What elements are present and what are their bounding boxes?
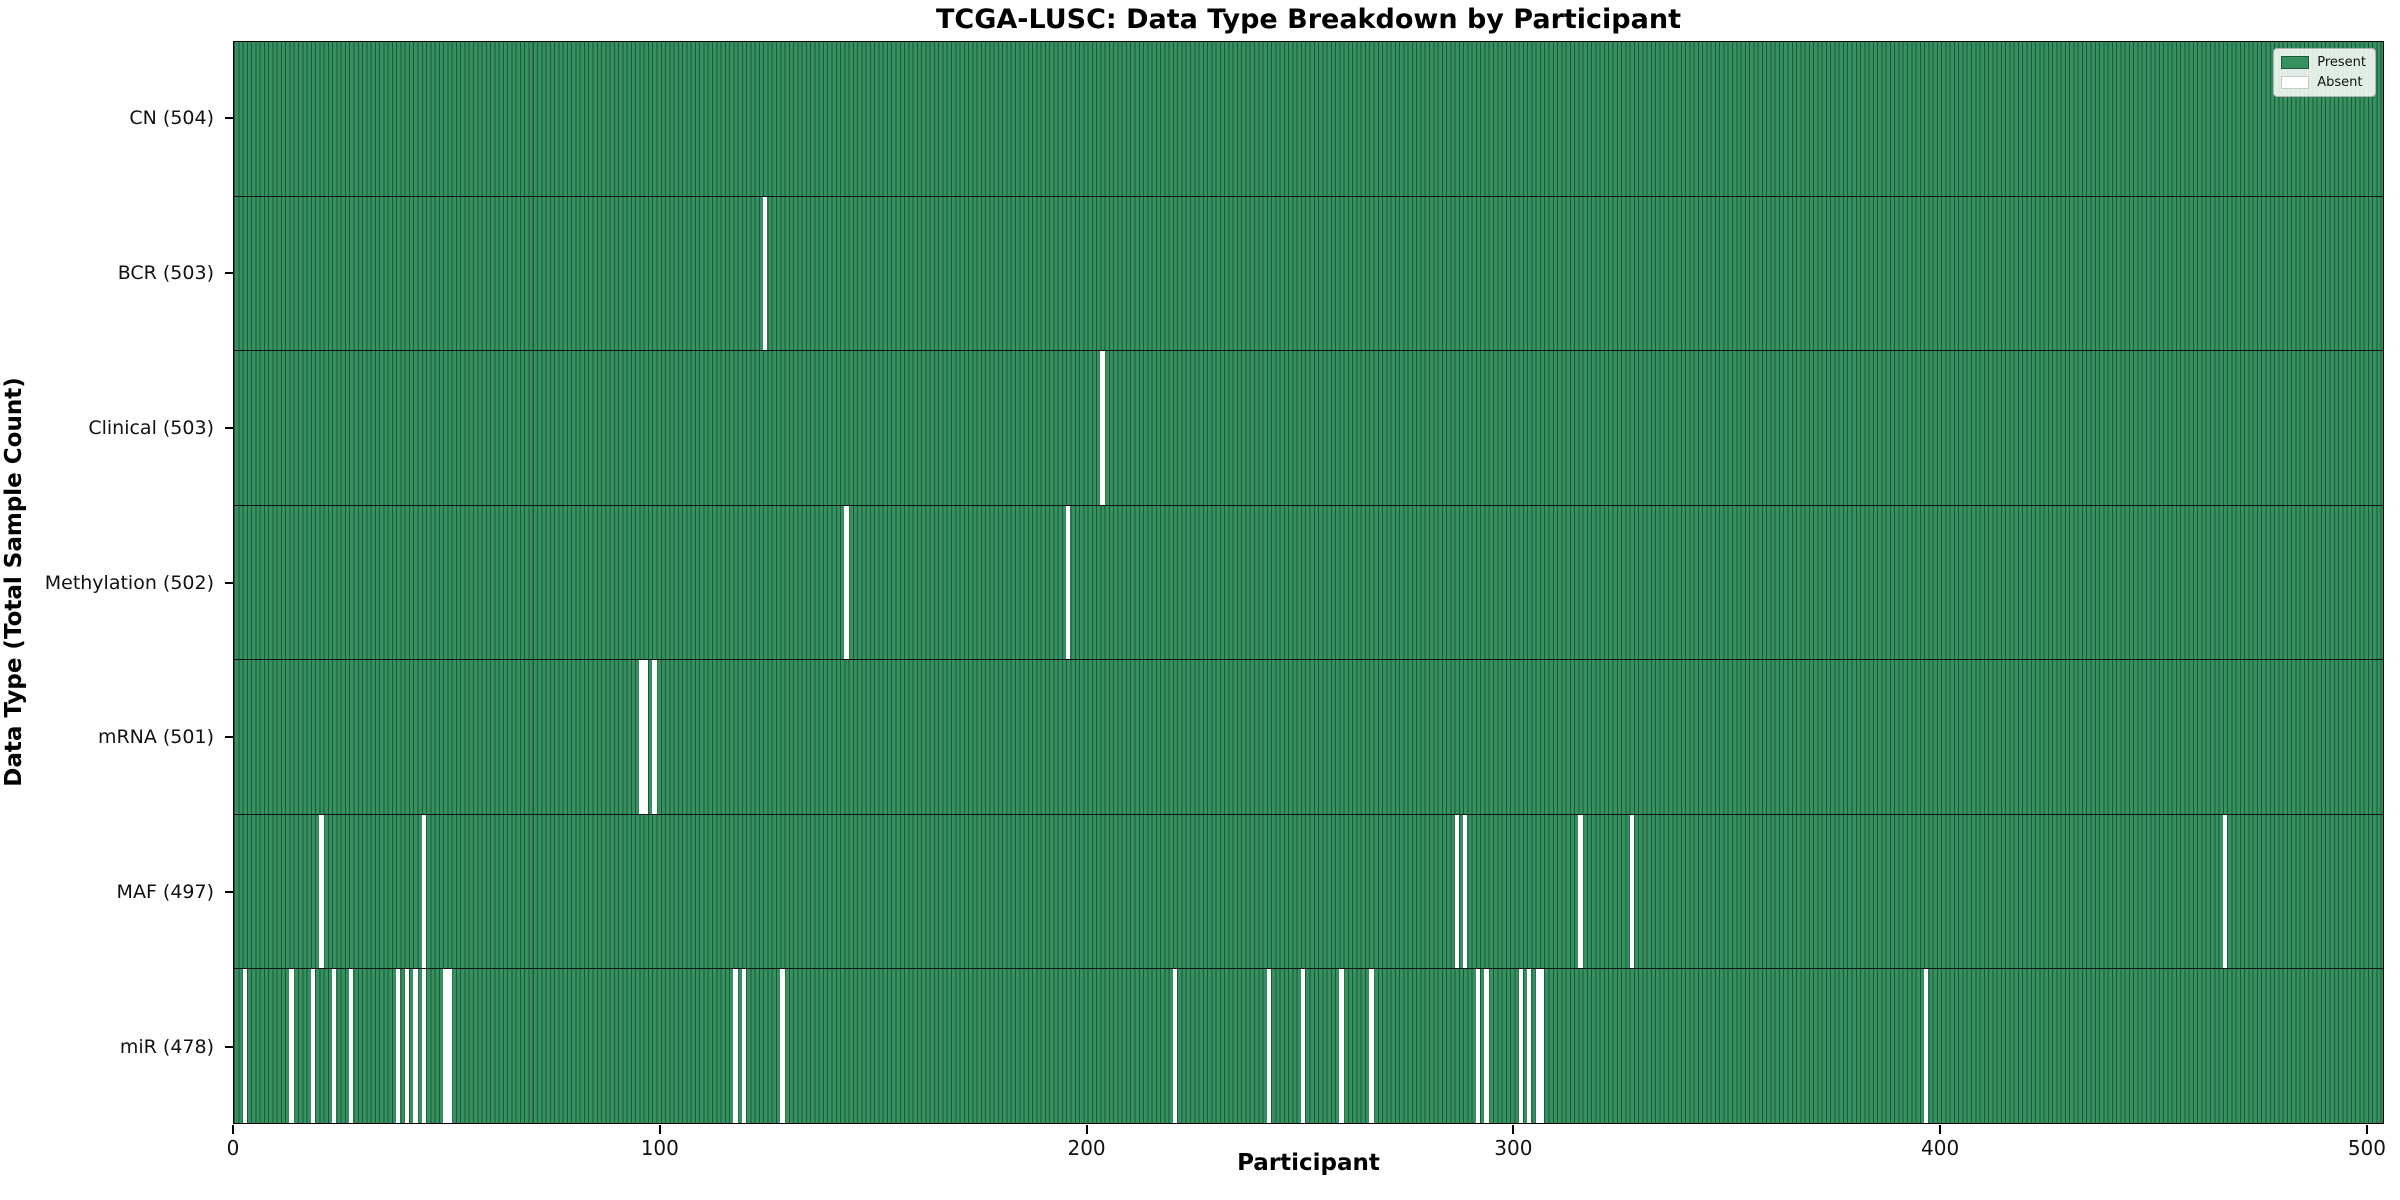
absent-marker	[1518, 969, 1523, 1124]
absent-marker	[396, 969, 401, 1124]
legend-label-absent: Absent	[2317, 75, 2363, 90]
absent-marker	[332, 969, 337, 1124]
x-tick-label: 100	[640, 1136, 679, 1160]
y-tick-label: Methylation (502)	[44, 571, 214, 594]
y-tick-label: BCR (503)	[117, 262, 214, 285]
absent-marker	[1066, 505, 1071, 660]
absent-marker	[443, 969, 448, 1124]
absent-marker	[1484, 969, 1489, 1124]
y-tick-mark	[225, 117, 233, 120]
absent-marker	[1924, 969, 1929, 1124]
present-swatch-icon	[2281, 56, 2310, 69]
x-tick-mark	[658, 1125, 661, 1134]
y-tick-mark	[225, 736, 233, 739]
absent-marker	[763, 196, 768, 351]
absent-marker	[289, 969, 294, 1124]
y-tick-label: MAF (497)	[116, 880, 214, 903]
y-tick-mark	[225, 1045, 233, 1048]
y-tick-label: mRNA (501)	[97, 726, 214, 749]
x-tick-label: 0	[226, 1136, 240, 1160]
x-tick-label: 300	[1494, 1136, 1533, 1160]
absent-marker	[1266, 969, 1272, 1124]
absent-marker	[2222, 814, 2228, 969]
absent-marker	[652, 660, 657, 814]
row-band-bcr	[234, 195, 2383, 351]
plot-area: Present Absent	[233, 41, 2384, 1124]
chart-title: TCGA-LUSC: Data Type Breakdown by Partic…	[936, 4, 1681, 35]
absent-swatch-icon	[2281, 76, 2310, 89]
x-tick-label: 500	[2347, 1136, 2387, 1160]
legend-item-present: Present	[2281, 55, 2366, 70]
absent-marker	[1475, 969, 1481, 1124]
absent-marker	[447, 969, 452, 1124]
y-tick-label: CN (504)	[129, 107, 214, 130]
y-tick-mark	[225, 426, 233, 429]
x-tick-mark	[1939, 1125, 1942, 1134]
absent-marker	[421, 969, 427, 1124]
absent-marker	[1369, 969, 1374, 1124]
absent-marker	[1172, 969, 1178, 1124]
y-tick-label: miR (478)	[119, 1035, 214, 1058]
absent-marker	[1578, 814, 1583, 969]
absent-marker	[741, 969, 747, 1124]
absent-marker	[733, 969, 738, 1124]
y-tick-mark	[225, 581, 233, 584]
y-axis-label: Data Type (Total Sample Count)	[1, 377, 27, 787]
absent-marker	[349, 969, 354, 1124]
absent-marker	[1463, 814, 1468, 969]
x-tick-mark	[2365, 1125, 2368, 1134]
absent-marker	[421, 814, 427, 969]
row-band-mrna	[234, 659, 2383, 814]
absent-marker	[844, 505, 849, 660]
row-band-cn	[234, 42, 2383, 196]
absent-marker	[780, 969, 785, 1124]
row-band-maf	[234, 813, 2383, 969]
row-band-methylation	[234, 504, 2383, 660]
y-tick-mark	[225, 890, 233, 893]
absent-marker	[1629, 814, 1634, 969]
absent-marker	[1100, 351, 1105, 505]
absent-marker	[1535, 969, 1540, 1124]
x-tick-label: 400	[1921, 1136, 1960, 1160]
absent-marker	[639, 660, 644, 814]
legend-label-present: Present	[2317, 55, 2366, 70]
absent-marker	[319, 814, 324, 969]
absent-marker	[1300, 969, 1306, 1124]
row-band-clinical	[234, 350, 2383, 505]
legend: Present Absent	[2273, 48, 2376, 97]
absent-marker	[1539, 969, 1545, 1124]
absent-marker	[242, 969, 247, 1124]
absent-marker	[413, 969, 418, 1124]
absent-marker	[310, 969, 316, 1124]
absent-marker	[1454, 814, 1459, 969]
x-tick-mark	[232, 1125, 234, 1134]
x-tick-label: 200	[1067, 1136, 1106, 1160]
x-tick-mark	[1085, 1125, 1088, 1134]
y-tick-label: Clinical (503)	[88, 416, 214, 439]
absent-marker	[1339, 969, 1344, 1124]
absent-marker	[1527, 969, 1532, 1124]
row-band-mir	[234, 968, 2383, 1124]
absent-marker	[404, 969, 409, 1124]
legend-item-absent: Absent	[2281, 75, 2366, 90]
x-tick-mark	[1512, 1125, 1515, 1134]
x-axis-label: Participant	[1237, 1150, 1380, 1176]
y-tick-mark	[225, 272, 233, 275]
absent-marker	[643, 660, 648, 814]
